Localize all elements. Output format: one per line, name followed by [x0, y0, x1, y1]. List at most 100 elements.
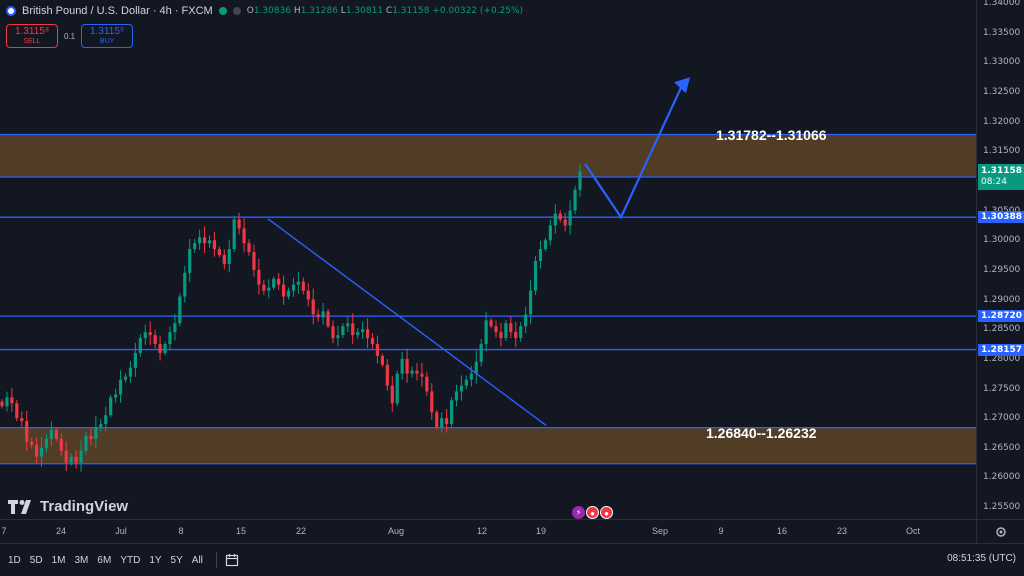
candle-body [474, 361, 478, 374]
candle-body [440, 418, 444, 428]
candle-body [262, 284, 266, 291]
candle-body [54, 430, 58, 439]
candle-body [395, 373, 399, 404]
time-axis[interactable]: 7 24 Jul 8 15 22 Aug 12 19 Sep 9 16 23 Oct [0, 519, 976, 543]
watermark-text: TradingView [40, 498, 129, 515]
trade-buttons: 1.3115⁸ SELL 0.1 1.3115⁹ BUY [6, 24, 134, 48]
range-button-1y[interactable]: 1Y [149, 554, 162, 566]
symbol-legend[interactable]: British Pound / U.S. Dollar · 4h · FXCM … [6, 5, 523, 17]
range-button-all[interactable]: All [191, 554, 203, 566]
chart-settings-button[interactable] [976, 519, 1024, 543]
candle-body [118, 379, 123, 395]
candle-body [123, 376, 128, 380]
candle-body [435, 412, 439, 428]
range-button-5y[interactable]: 5Y [170, 554, 183, 566]
candle-body [59, 438, 63, 451]
range-button-5d[interactable]: 5D [29, 554, 43, 566]
candle-body [89, 435, 93, 439]
candle-body [356, 332, 360, 336]
level-price-tag: 1.28720 [978, 310, 1024, 323]
candle-body [217, 249, 221, 256]
go-to-date-icon[interactable] [225, 553, 239, 567]
candle-body [173, 323, 177, 333]
buy-button[interactable]: 1.3115⁹ BUY [81, 24, 134, 48]
price-tick-label: 1.26000 [983, 472, 1021, 483]
candle-body [104, 415, 108, 425]
price-tick-label: 1.29500 [983, 264, 1021, 275]
sell-label: SELL [23, 38, 41, 45]
candle-body [370, 338, 375, 345]
range-button-1m[interactable]: 1M [51, 554, 66, 566]
candle-body [296, 281, 301, 285]
candle-body [445, 418, 449, 425]
candle-body [543, 240, 548, 250]
candle-body [563, 219, 567, 226]
sell-button[interactable]: 1.3115⁸ SELL [6, 24, 58, 48]
price-tick-label: 1.30500 [983, 206, 1020, 216]
us-event-icon[interactable]: ● [600, 506, 613, 519]
candle-body [420, 373, 424, 377]
candle-body [390, 385, 394, 404]
range-button-3m[interactable]: 3M [74, 554, 89, 566]
range-button-6m[interactable]: 6M [97, 554, 112, 566]
time-tick-label: Oct [905, 526, 921, 536]
candle-body [252, 252, 256, 270]
candle-body [449, 400, 454, 425]
time-tick-label: 24 [55, 526, 67, 536]
candle-body [380, 355, 384, 365]
candle-body [375, 344, 380, 356]
candle-body [193, 243, 197, 250]
time-tick-label: 23 [836, 526, 848, 536]
candle-body [74, 456, 78, 463]
price-tick-label: 1.27000 [983, 413, 1021, 424]
chart-area[interactable]: British Pound / U.S. Dollar · 4h · FXCM … [0, 0, 976, 519]
candle-body [301, 281, 305, 291]
candle-body [573, 189, 577, 211]
candle-body [479, 344, 483, 362]
tradingview-logo[interactable]: TradingView [8, 498, 128, 515]
event-icons[interactable]: ⚡ ● ● [572, 506, 613, 519]
utc-clock[interactable]: 08:51:35 (UTC) [947, 553, 1016, 564]
candle-body [346, 323, 350, 327]
candle-body [286, 290, 291, 297]
candle-body [158, 344, 162, 353]
change-value: +0.00322 (+0.25%) [432, 6, 524, 16]
candle-body [361, 329, 365, 333]
candle-body [34, 444, 39, 457]
price-scale[interactable]: 1.34000 1.33500 1.33000 1.32500 1.32000 1.315… [976, 0, 1024, 519]
candle-body [222, 255, 226, 264]
symbol-title[interactable]: British Pound / U.S. Dollar · 4h · FXCM [22, 5, 213, 17]
time-tick-label: Sep [651, 526, 669, 536]
range-button-1d[interactable]: 1D [8, 554, 21, 566]
candle-body [69, 456, 73, 463]
price-chart[interactable] [0, 0, 976, 519]
buy-price: 1.3115⁹ [90, 26, 125, 37]
candle-body [316, 314, 320, 318]
time-tick-label: 22 [295, 526, 307, 536]
us-event-icon[interactable]: ● [586, 506, 599, 519]
candle-body [336, 335, 340, 339]
candle-body [138, 338, 142, 353]
candle-body [321, 311, 325, 318]
time-tick-label: 7 [1, 526, 7, 536]
upper-zone-label: 1.31782--1.31066 [716, 127, 827, 143]
projection-arrow [584, 80, 685, 220]
candle-body [306, 290, 310, 300]
candle-body [291, 284, 296, 291]
candle-body [25, 421, 29, 442]
price-tick-label: 1.29000 [983, 294, 1021, 305]
price-tick-label: 1.32000 [983, 116, 1021, 127]
candle-body [533, 260, 538, 291]
range-button-ytd[interactable]: YTD [120, 554, 141, 566]
candle-body [242, 228, 246, 244]
lightning-icon[interactable]: ⚡ [572, 506, 585, 519]
time-tick-label: Aug [387, 526, 405, 536]
candle-body [99, 424, 103, 428]
candle-body [524, 314, 528, 327]
buy-label: BUY [99, 38, 115, 45]
candle-body [489, 320, 493, 327]
gear-icon [995, 526, 1006, 537]
bottom-toolbar: 1D 5D 1M 3M 6M YTD 1Y 5Y All 08:51:35 (UTC) [0, 543, 1024, 576]
current-price-tag: 1.31158 08:24 [978, 163, 1024, 190]
candle-body [385, 364, 389, 386]
